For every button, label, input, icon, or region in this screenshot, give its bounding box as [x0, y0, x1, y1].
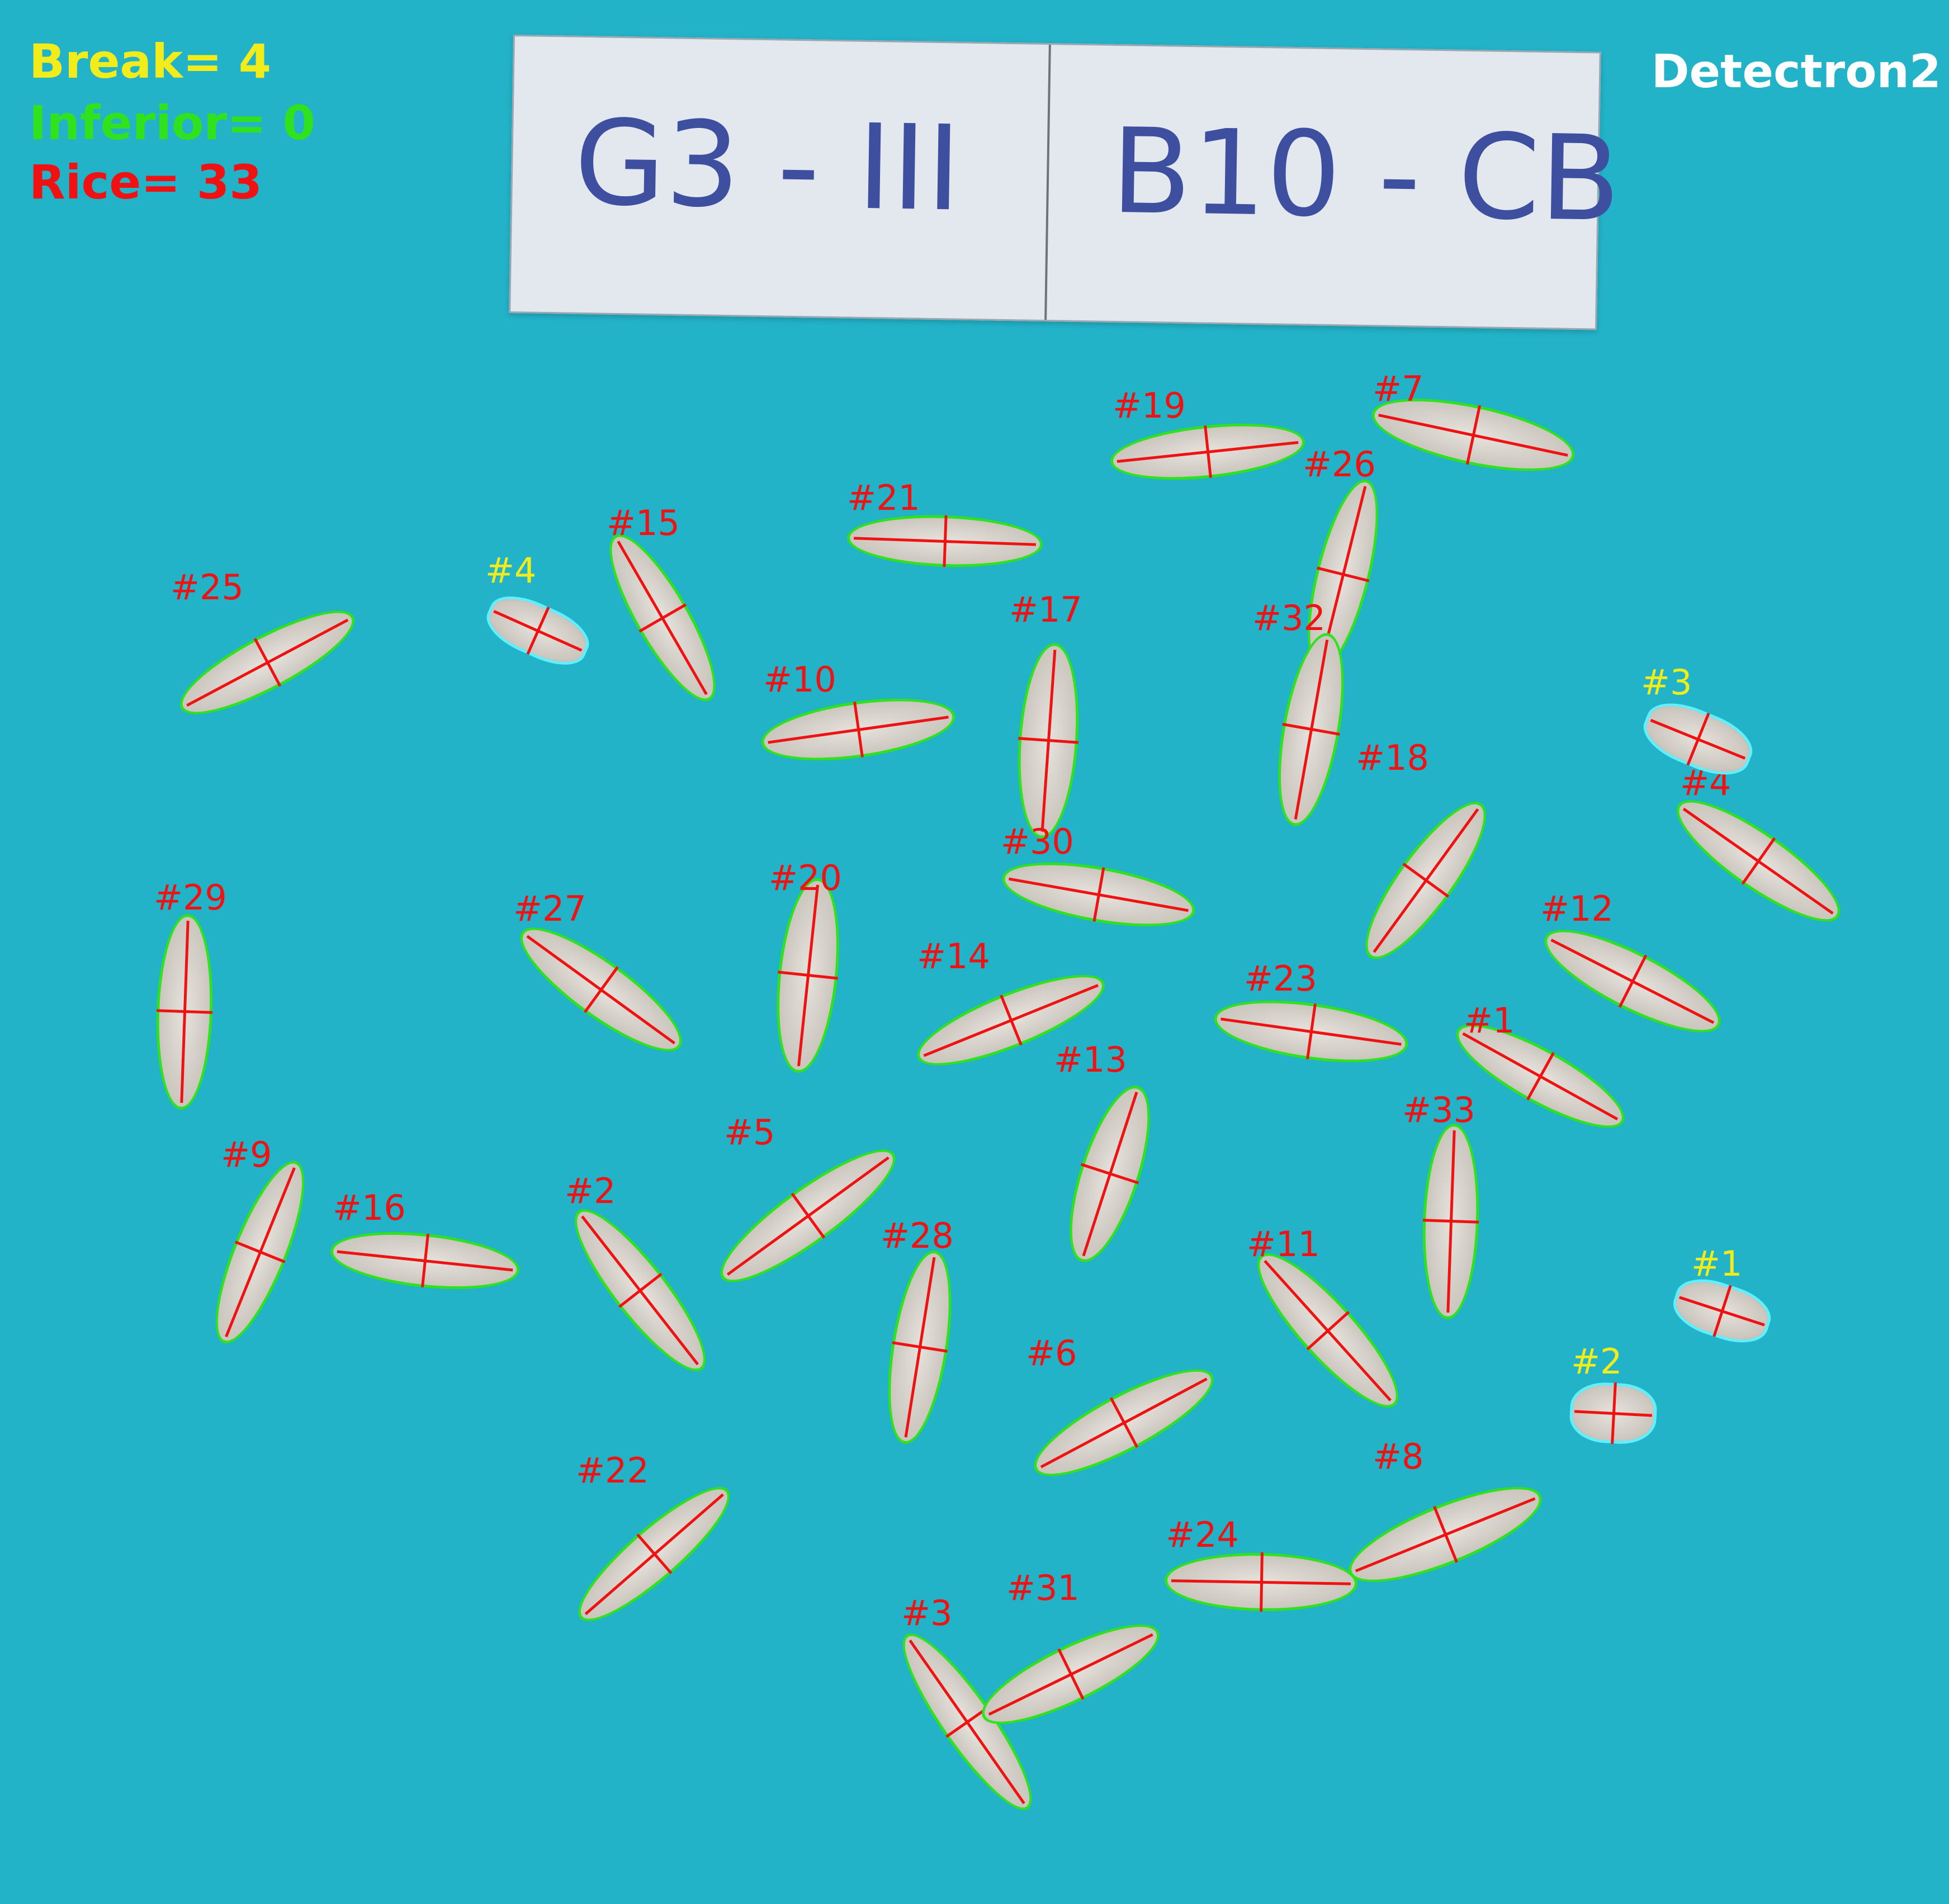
grain-id-label: #20: [769, 858, 842, 898]
rice-grain-31: [970, 1606, 1171, 1742]
grain-id-label: #28: [881, 1215, 954, 1256]
rice-grain-23: [1210, 990, 1412, 1073]
inferior-count-label: Inferior= 0: [29, 96, 315, 150]
grain-id-label: #12: [1540, 888, 1614, 929]
sample-label-card: G3 - III B10 - CB: [509, 35, 1621, 330]
rice-grain-15: [592, 522, 734, 714]
rice-grain-13: [1053, 1077, 1167, 1271]
grain-id-label: #33: [1402, 1090, 1475, 1130]
rice-grain-12: [1532, 911, 1733, 1051]
rice-count-label: Rice= 33: [29, 155, 262, 210]
grain-id-label: #9: [221, 1134, 272, 1175]
rice-grain-25: [168, 593, 367, 732]
grain-id-label: #11: [1247, 1224, 1320, 1264]
rice-grain-33: [1419, 1122, 1483, 1320]
rice-grain-9: [198, 1151, 322, 1353]
sample-label-right: B10 - CB: [1110, 102, 1622, 248]
rice-grain-2: [557, 1194, 723, 1386]
rice-grain-3: [885, 1619, 1049, 1824]
grain-id-label: #21: [847, 477, 920, 518]
grain-width-axis: [583, 966, 619, 1013]
grain-width-axis: [1686, 712, 1710, 766]
grain-width-axis: [526, 607, 550, 655]
grain-id-label: #16: [333, 1187, 406, 1228]
rice-grain-22: [563, 1470, 745, 1638]
grain-id-label: #17: [1009, 589, 1082, 630]
grain-id-label: #5: [724, 1112, 775, 1153]
grain-width-axis: [1618, 955, 1648, 1008]
grain-width-axis: [1526, 1052, 1555, 1101]
grain-width-axis: [1057, 1648, 1085, 1701]
rice-grain-24: [1163, 1551, 1358, 1613]
rice-grain-21: [846, 511, 1044, 571]
rice-grain-5: [706, 1131, 910, 1301]
grain-id-label: #32: [1252, 598, 1326, 638]
grain-id-label: #7: [1373, 368, 1424, 409]
rice-grain-17: [1011, 641, 1085, 841]
grain-id-label: #18: [1356, 737, 1429, 778]
grain-width-axis: [1402, 862, 1450, 898]
grain-id-label: #23: [1244, 958, 1317, 999]
grain-width-axis: [1433, 1506, 1458, 1563]
grain-id-label: #19: [1113, 385, 1186, 426]
grain-width-axis: [1259, 1552, 1263, 1612]
rice-grain-28: [877, 1246, 963, 1448]
grain-width-axis: [1109, 1397, 1139, 1448]
grain-id-label: #6: [1026, 1333, 1077, 1373]
grain-width-axis: [1713, 1285, 1732, 1337]
rice-grain-19: [1108, 415, 1308, 489]
grain-width-axis: [253, 638, 282, 687]
grain-id-label: #1: [1464, 1000, 1515, 1041]
grain-id-label: #14: [917, 936, 990, 977]
rice-grain-30: [997, 850, 1200, 939]
grain-id-label: #8: [1373, 1436, 1424, 1477]
rice-grain-4: [1662, 782, 1855, 940]
grain-width-axis: [1000, 994, 1023, 1046]
grain-id-label: #3: [901, 1593, 953, 1633]
grain-width-axis: [638, 603, 687, 633]
rice-grain-20: [768, 875, 848, 1076]
rice-grain-32: [1266, 628, 1356, 831]
rice-grain-8: [1338, 1468, 1553, 1601]
grain-width-axis: [1741, 837, 1776, 885]
grain-id-label: #25: [171, 567, 244, 608]
grain-width-axis: [1081, 1163, 1139, 1185]
grain-id-label: #27: [513, 888, 586, 929]
grain-id-label: #24: [1166, 1514, 1239, 1555]
grain-id-label: #2: [565, 1171, 616, 1211]
grain-id-label: #26: [1303, 444, 1376, 485]
grain-width-axis: [234, 1240, 286, 1263]
grain-id-label: #1: [1691, 1243, 1743, 1284]
grain-id-label: #22: [576, 1450, 649, 1491]
rice-grain-26: [1293, 473, 1393, 676]
rice-grain-27: [505, 909, 697, 1070]
grain-id-label: #10: [763, 659, 836, 700]
grain-id-label: #31: [1006, 1567, 1080, 1608]
sample-label-left: G3 - III: [573, 94, 962, 238]
rice-grain-16: [327, 1224, 523, 1297]
grain-width-axis: [636, 1533, 673, 1574]
sample-label-divider: [1044, 45, 1051, 320]
rice-grain-11: [1240, 1237, 1416, 1424]
rice-grain-29: [153, 913, 216, 1111]
break-grain-2: [1568, 1381, 1658, 1446]
grain-id-label: #15: [607, 503, 680, 543]
grain-id-label: #13: [1054, 1039, 1127, 1080]
grain-width-axis: [618, 1272, 663, 1309]
grain-id-label: #3: [1641, 662, 1692, 703]
break-grain-4: [479, 585, 597, 676]
model-name-label: Detectron2: [1651, 45, 1941, 98]
grain-id-label: #29: [154, 877, 227, 918]
grain-width-axis: [791, 1192, 826, 1239]
rice-grain-18: [1347, 787, 1505, 974]
grain-id-label: #4: [485, 550, 537, 591]
rice-grain-10: [757, 688, 959, 771]
grain-id-label: #30: [1001, 821, 1074, 862]
grain-id-label: #2: [1571, 1341, 1622, 1382]
break-count-label: Break= 4: [29, 34, 272, 89]
